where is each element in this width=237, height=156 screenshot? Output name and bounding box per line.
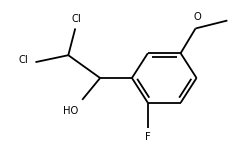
Text: Cl: Cl — [19, 55, 28, 65]
Text: HO: HO — [63, 106, 78, 116]
Text: O: O — [194, 12, 201, 22]
Text: F: F — [145, 132, 151, 141]
Text: Cl: Cl — [71, 15, 81, 24]
